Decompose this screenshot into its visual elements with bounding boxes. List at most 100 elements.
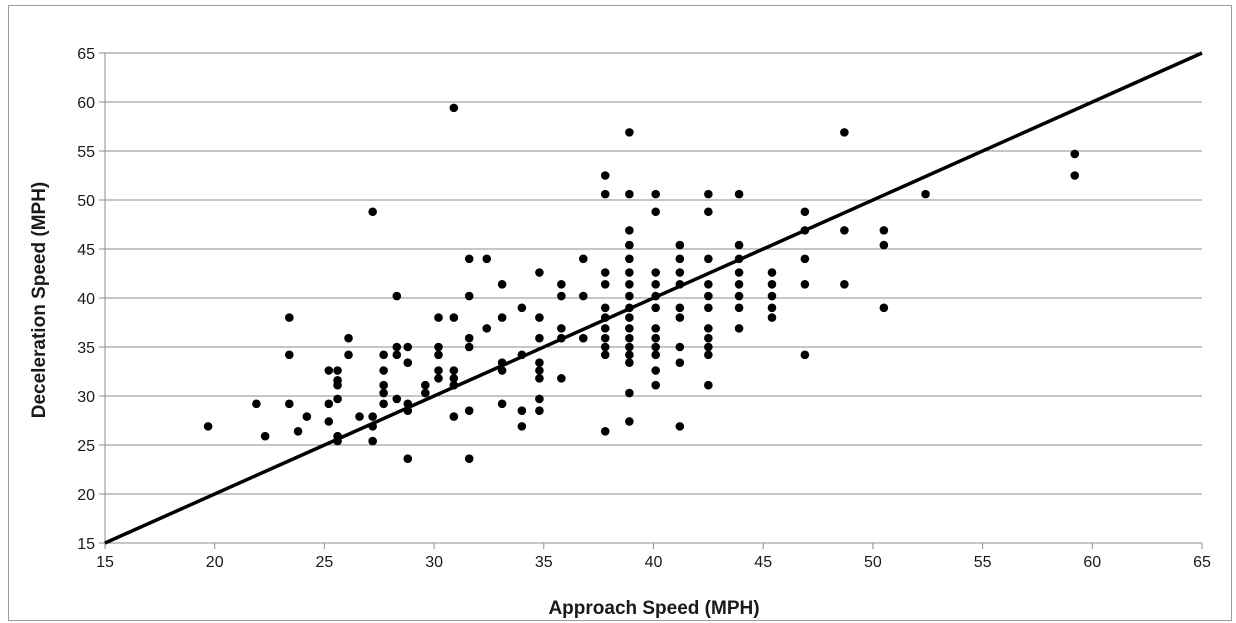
data-point xyxy=(600,171,610,180)
data-point xyxy=(625,189,634,199)
data-point xyxy=(324,417,334,426)
data-point xyxy=(203,422,213,431)
data-point xyxy=(535,333,544,343)
data-point xyxy=(464,454,474,464)
data-point xyxy=(625,342,634,352)
data-point xyxy=(434,366,443,375)
data-point xyxy=(403,342,413,352)
data-point xyxy=(403,454,413,464)
data-point xyxy=(651,268,660,277)
data-point xyxy=(434,342,443,352)
data-point xyxy=(344,350,353,360)
data-point xyxy=(651,189,660,199)
data-point xyxy=(293,426,303,436)
data-point xyxy=(392,394,402,404)
data-point xyxy=(734,189,744,199)
y-tick-label: 15 xyxy=(77,536,95,553)
x-tick-label: 25 xyxy=(316,554,334,571)
data-point xyxy=(734,303,744,313)
data-point xyxy=(675,342,685,352)
x-tick-label: 45 xyxy=(754,554,772,571)
x-axis-title: Approach Speed (MPH) xyxy=(548,598,759,619)
data-point xyxy=(464,291,474,301)
data-point xyxy=(497,399,507,409)
data-point xyxy=(379,380,388,390)
data-point xyxy=(392,342,402,352)
data-point xyxy=(625,279,634,289)
data-point xyxy=(704,324,713,333)
data-point xyxy=(600,333,610,343)
data-point xyxy=(625,324,634,333)
data-point xyxy=(651,350,660,360)
data-point xyxy=(464,342,474,352)
data-point xyxy=(252,399,261,409)
data-point xyxy=(704,350,713,360)
data-point xyxy=(403,358,413,367)
data-point xyxy=(464,254,474,264)
data-point xyxy=(557,279,566,289)
data-point xyxy=(344,333,353,343)
data-point xyxy=(324,399,334,409)
data-point xyxy=(625,268,634,277)
data-point xyxy=(879,303,889,313)
data-point xyxy=(557,374,566,383)
data-point xyxy=(600,279,610,289)
data-point xyxy=(600,303,610,313)
y-tick-label: 65 xyxy=(77,46,95,63)
data-point xyxy=(557,291,566,301)
data-point xyxy=(392,291,402,301)
x-tick-labels: 15 20 25 30 35 40 45 50 55 60 65 xyxy=(96,554,1211,571)
data-point xyxy=(651,279,660,289)
data-point xyxy=(675,254,685,264)
data-point xyxy=(675,422,685,431)
data-point xyxy=(734,324,744,333)
data-point xyxy=(1070,171,1080,180)
data-point xyxy=(482,254,492,264)
data-point xyxy=(651,303,660,313)
data-point xyxy=(651,324,660,333)
data-point xyxy=(625,333,634,343)
data-point xyxy=(535,268,544,277)
data-point xyxy=(333,394,342,404)
data-point xyxy=(675,313,685,322)
data-point xyxy=(879,226,889,235)
data-point xyxy=(767,279,777,289)
data-point xyxy=(324,366,334,375)
data-point xyxy=(449,103,459,113)
x-tick-label: 20 xyxy=(206,554,224,571)
data-point xyxy=(651,380,660,390)
data-point xyxy=(368,436,377,446)
grid-lines xyxy=(105,52,1202,495)
y-axis-title: Deceleration Speed (MPH) xyxy=(29,182,50,419)
reference-line xyxy=(104,51,1203,545)
data-point xyxy=(434,350,443,360)
data-point xyxy=(675,240,685,250)
data-point xyxy=(421,380,430,390)
data-point xyxy=(355,412,364,421)
data-point xyxy=(600,268,610,277)
data-point xyxy=(704,333,713,343)
data-point xyxy=(734,291,744,301)
data-point xyxy=(767,303,777,313)
data-point xyxy=(578,254,588,264)
data-point xyxy=(464,406,474,416)
axes xyxy=(99,52,1203,549)
data-point xyxy=(368,412,377,421)
y-tick-labels: 15 20 25 30 35 40 45 50 55 60 65 xyxy=(77,46,95,553)
y-tick-label: 30 xyxy=(77,389,95,406)
data-point xyxy=(625,313,634,322)
x-tick-label: 60 xyxy=(1083,554,1101,571)
data-point xyxy=(767,291,777,301)
x-tick-label: 40 xyxy=(645,554,663,571)
data-point xyxy=(800,279,810,289)
data-point xyxy=(284,350,294,360)
data-point xyxy=(434,374,443,383)
data-point xyxy=(333,366,342,375)
data-point xyxy=(449,366,459,375)
data-point xyxy=(800,207,810,217)
data-point xyxy=(734,279,744,289)
data-point xyxy=(921,189,930,199)
y-tick-label: 20 xyxy=(77,487,95,504)
data-point xyxy=(535,394,544,404)
